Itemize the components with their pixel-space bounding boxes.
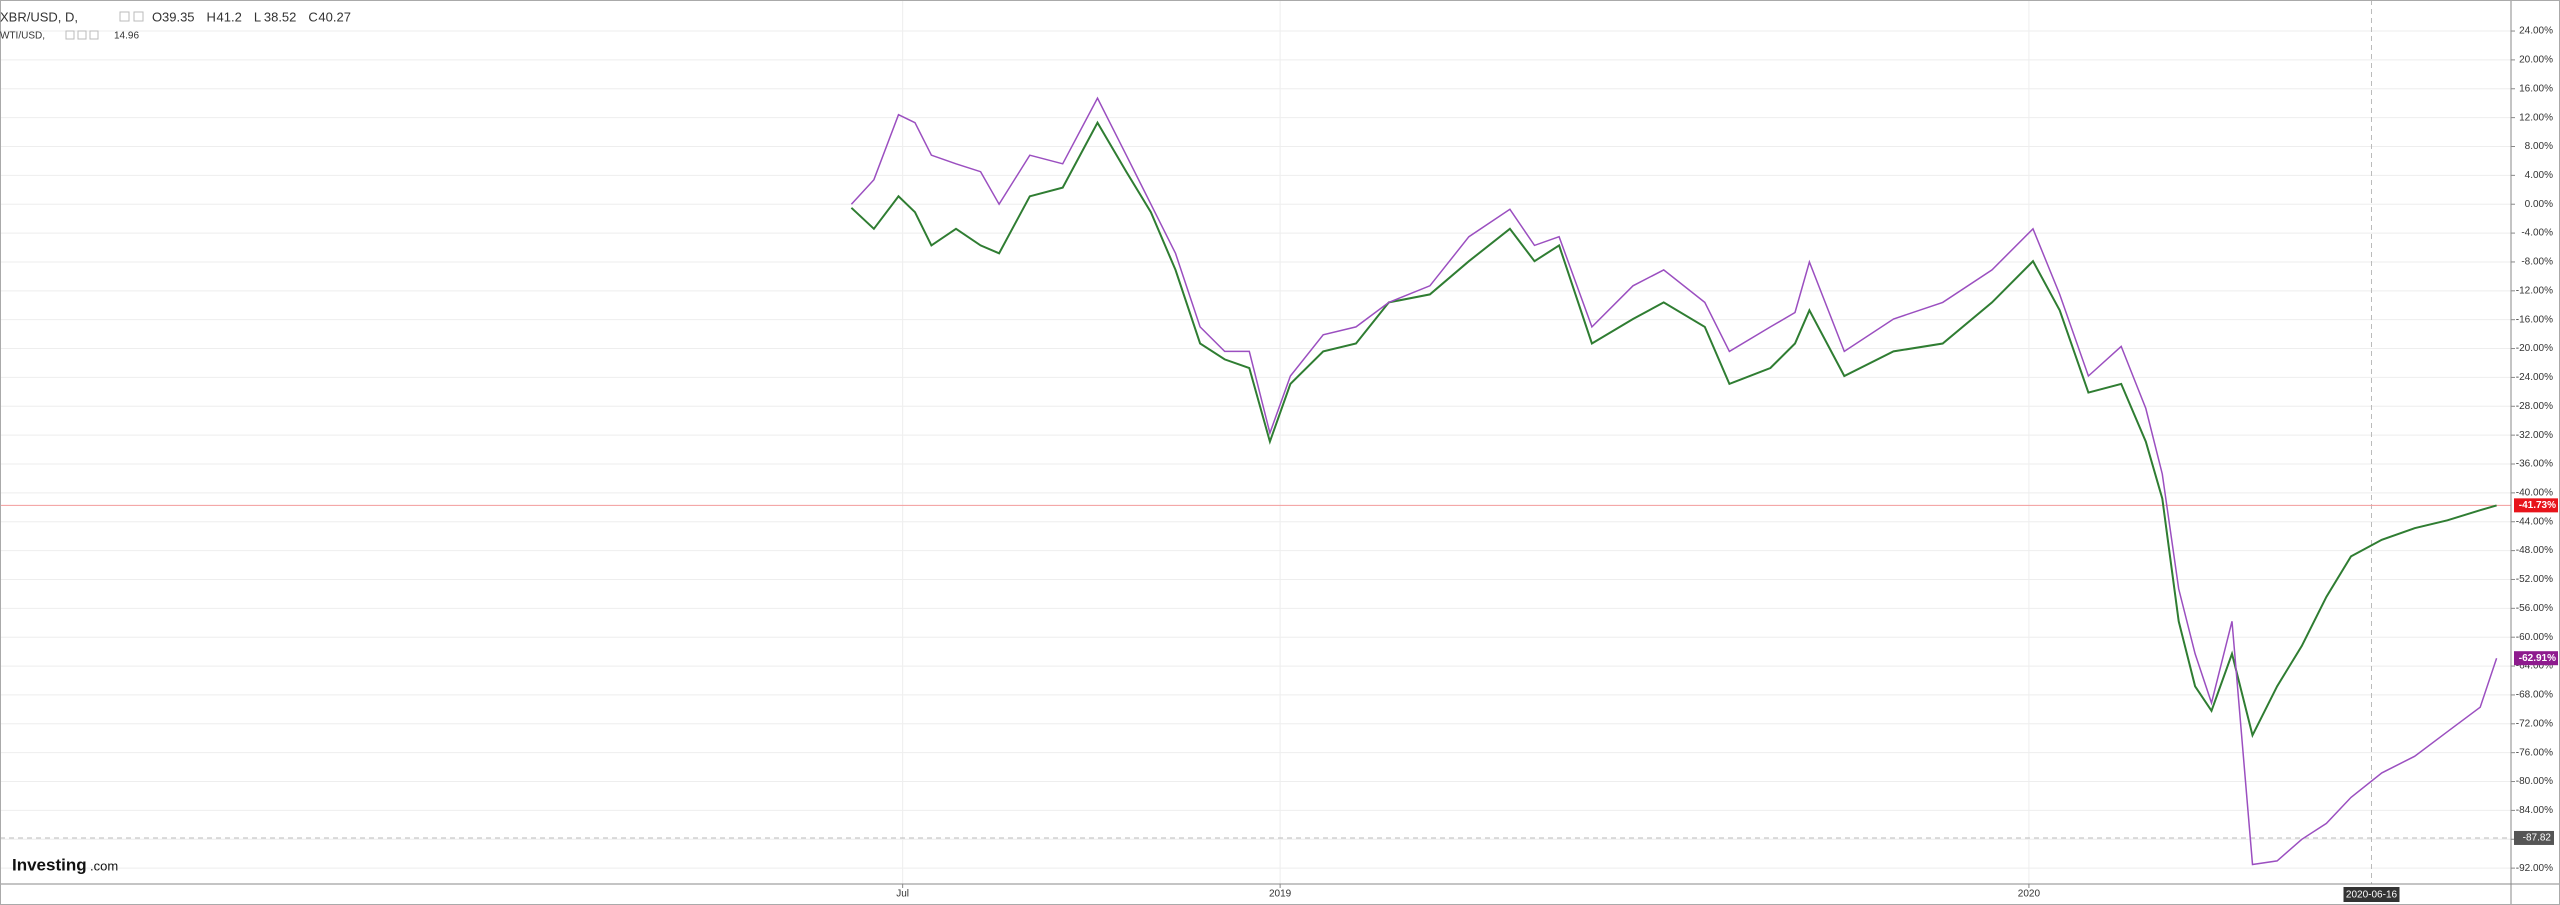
- axes: 24.00% 20.00% 16.00% 12.00% 8.00% 4.00% 0.00% -…: [896, 26, 2558, 902]
- plot: [0, 0, 2511, 884]
- last-label: -41.73%: [2519, 500, 2556, 511]
- ohlc-label: O: [152, 9, 162, 24]
- y-tick-label: 12.00%: [2519, 112, 2553, 123]
- ohlc-value: 38.52: [264, 9, 297, 24]
- low-label-bg: [2514, 830, 2554, 845]
- ohlc-value: 40.27: [318, 9, 351, 24]
- y-tick-label: -36.00%: [2516, 459, 2553, 470]
- y-tick-label: -80.00%: [2516, 776, 2553, 787]
- y-tick-label: 20.00%: [2519, 55, 2553, 66]
- y-tick-label: -40.00%: [2516, 488, 2553, 499]
- icon: [65, 30, 75, 40]
- logo-suffix: .com: [90, 858, 118, 873]
- legend-entry: XBR/USD, D,: [0, 9, 78, 24]
- x-tick-label: Jul: [896, 889, 909, 900]
- y-tick-label: -44.00%: [2516, 516, 2553, 527]
- compare-value: 14.96: [114, 31, 139, 42]
- y-tick-label: 0.00%: [2525, 199, 2553, 210]
- y-tick-label: -76.00%: [2516, 747, 2553, 758]
- x-tick-label: 2019: [1269, 889, 1292, 900]
- ohlc-label: H: [207, 9, 216, 24]
- icon: [133, 11, 144, 22]
- low-label: -87.82: [2523, 833, 2552, 844]
- y-tick-label: -92.00%: [2516, 863, 2553, 874]
- logo: Investing .com: [12, 855, 118, 874]
- y-tick-label: -68.00%: [2516, 690, 2553, 701]
- last-label-bg: [2514, 651, 2558, 666]
- ohlc-value: 39.35: [162, 9, 195, 24]
- ohlc-label: L: [254, 9, 261, 24]
- y-tick-label: -64.00%: [2516, 661, 2553, 672]
- logo-name: Investing: [12, 855, 87, 874]
- y-tick-label: 16.00%: [2519, 83, 2553, 94]
- icon: [89, 30, 99, 40]
- y-tick-label: -20.00%: [2516, 343, 2553, 354]
- series-line: [850, 96, 2498, 866]
- icon: [119, 11, 130, 22]
- y-tick-label: -56.00%: [2516, 603, 2553, 614]
- series-line: [850, 120, 2497, 739]
- legend: XBR/USD, D, WTI/USD, 14.96 O 39.35 H 41.2 L 3…: [0, 9, 351, 41]
- y-tick-label: -12.00%: [2516, 285, 2553, 296]
- last-label-bg: [2514, 498, 2558, 513]
- y-tick-label: -32.00%: [2516, 430, 2553, 441]
- y-tick-label: -8.00%: [2521, 257, 2553, 268]
- y-tick-label: -48.00%: [2516, 545, 2553, 556]
- y-tick-label: 24.00%: [2519, 26, 2553, 37]
- y-tick-label: 4.00%: [2525, 170, 2553, 181]
- y-tick-label: 8.00%: [2525, 141, 2553, 152]
- ohlc-label: C: [308, 9, 317, 24]
- crosshair-label: 2020-06-16: [2346, 890, 2398, 901]
- y-tick-label: -52.00%: [2516, 574, 2553, 585]
- crosshair-label-bg: [2343, 887, 2400, 902]
- icon: [77, 30, 87, 40]
- y-tick-label: -28.00%: [2516, 401, 2553, 412]
- y-tick-label: -16.00%: [2516, 314, 2553, 325]
- y-tick-label: -72.00%: [2516, 718, 2553, 729]
- y-tick-label: -60.00%: [2516, 632, 2553, 643]
- y-tick-label: -24.00%: [2516, 372, 2553, 383]
- last-label: -62.91%: [2519, 653, 2556, 664]
- legend-entry: WTI/USD,: [0, 31, 45, 42]
- x-tick-label: 2020: [2018, 889, 2041, 900]
- grid: [0, 0, 2511, 884]
- y-tick-label: -84.00%: [2516, 805, 2553, 816]
- ohlc-value: 41.2: [217, 9, 242, 24]
- y-tick-label: -4.00%: [2521, 228, 2553, 239]
